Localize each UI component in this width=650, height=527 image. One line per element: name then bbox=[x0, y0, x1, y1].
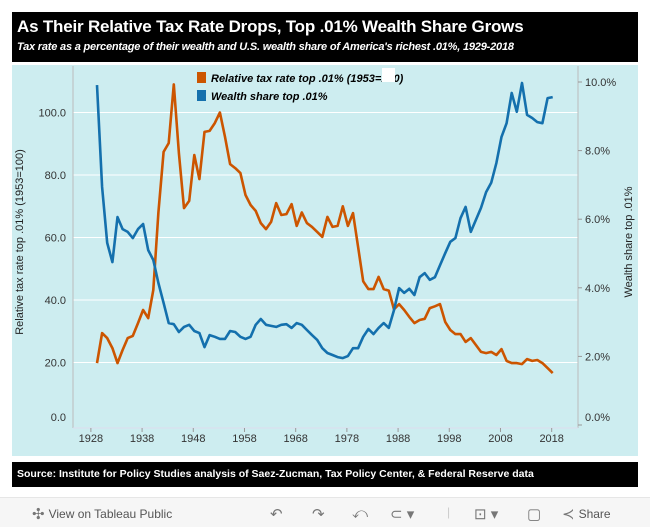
title-bar: As Their Relative Tax Rate Drops, Top .0… bbox=[12, 12, 638, 62]
x-tick-label: 1978 bbox=[335, 433, 359, 445]
x-tick-label: 2008 bbox=[488, 433, 512, 445]
download-icon[interactable]: ⊡ ▾ bbox=[474, 506, 499, 523]
legend-label-tax[interactable]: Relative tax rate top .01% (1953=100) bbox=[211, 73, 404, 85]
share-label: Share bbox=[578, 507, 611, 521]
x-tick-label: 1968 bbox=[283, 433, 307, 445]
y2-tick-label: 2.0% bbox=[585, 351, 610, 363]
x-tick-label: 1928 bbox=[79, 433, 103, 445]
y-tick-label: 80.0 bbox=[45, 170, 66, 182]
legend-swatch-tax bbox=[197, 72, 206, 83]
tableau-toolbar: ✣ View on Tableau Public ↶ ↷ ⤺ ⊂ ▾ | ⊡ ▾… bbox=[0, 497, 650, 527]
source-note: Source: Institute for Policy Studies ana… bbox=[12, 462, 638, 487]
redo-icon[interactable]: ↷ bbox=[312, 506, 325, 523]
x-tick-label: 1938 bbox=[130, 433, 154, 445]
y2-tick-label: 0.0% bbox=[585, 412, 610, 424]
y2-tick-label: 8.0% bbox=[585, 146, 610, 158]
y-tick-label: 60.0 bbox=[45, 233, 66, 245]
legend[interactable]: Relative tax rate top .01% (1953=100) We… bbox=[197, 68, 404, 103]
legend-swatch-wealth bbox=[197, 90, 206, 101]
x-tick-label: 1958 bbox=[232, 433, 256, 445]
y-axis-title: Relative tax rate top .01% (1953=100) bbox=[14, 149, 26, 335]
y-tick-label: 100.0 bbox=[38, 108, 66, 120]
view-on-tableau-label: View on Tableau Public bbox=[48, 507, 173, 521]
revert-icon[interactable]: ⤺ bbox=[352, 505, 369, 522]
refresh-dropdown-icon[interactable]: ⊂ ▾ bbox=[390, 506, 415, 523]
series-lines bbox=[95, 81, 554, 375]
x-tick-label: 1988 bbox=[386, 433, 410, 445]
y2-tick-label: 10.0% bbox=[585, 77, 616, 89]
undo-icon[interactable]: ↶ bbox=[270, 506, 283, 523]
share-icon: ≺ bbox=[562, 506, 575, 523]
chart-panel bbox=[12, 65, 638, 456]
y2-tick-label: 6.0% bbox=[585, 214, 610, 226]
share-button[interactable]: ≺ Share bbox=[562, 505, 611, 523]
chart-title: As Their Relative Tax Rate Drops, Top .0… bbox=[17, 17, 524, 36]
fullscreen-icon[interactable]: ▢ bbox=[527, 506, 542, 523]
wealth-share-line bbox=[95, 81, 553, 360]
y-tick-label: 20.0 bbox=[45, 358, 66, 370]
x-tick-label: 2018 bbox=[539, 433, 563, 445]
toolbar-divider: | bbox=[447, 505, 451, 519]
x-tick-label: 1948 bbox=[181, 433, 205, 445]
y-tick-label: 40.0 bbox=[45, 295, 66, 307]
gridlines bbox=[73, 112, 578, 363]
legend-label-wealth[interactable]: Wealth share top .01% bbox=[211, 91, 328, 103]
y-tick-label: 0.0 bbox=[51, 412, 66, 424]
x-tick-label: 1998 bbox=[437, 433, 461, 445]
legend-blank-box bbox=[382, 68, 395, 82]
axes: 0.0 20.0 40.0 60.0 80.0 100.0 0.0% 2.0% 4.0% 6.0%… bbox=[38, 66, 616, 445]
y2-tick-label: 4.0% bbox=[585, 283, 610, 295]
y2-axis-title: Wealth share top .01% bbox=[623, 186, 635, 297]
tax-rate-line bbox=[95, 83, 554, 375]
chart-subtitle: Tax rate as a percentage of their wealth… bbox=[17, 41, 514, 53]
tableau-logo-icon: ✣ bbox=[32, 506, 45, 523]
view-on-tableau-button[interactable]: ✣ View on Tableau Public bbox=[32, 505, 172, 523]
